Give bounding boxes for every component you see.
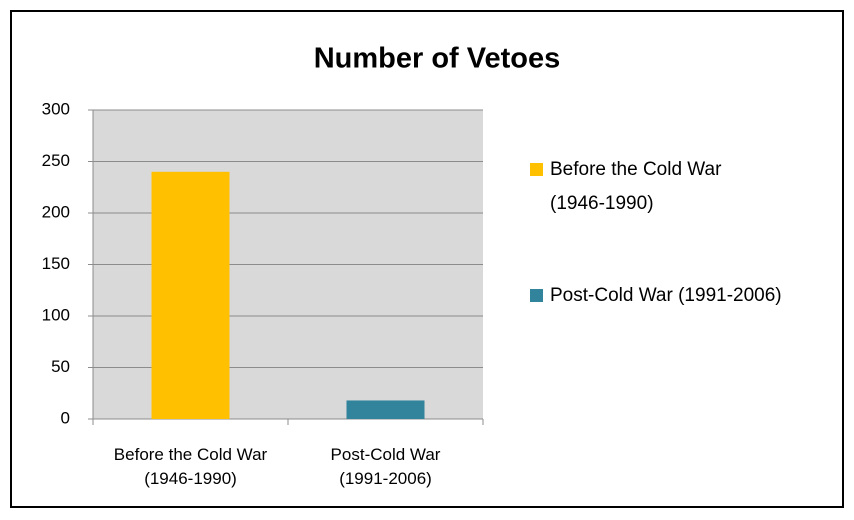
y-tick-label: 150 [42, 254, 70, 273]
legend-label: Post-Cold War (1991-2006) [550, 285, 782, 306]
legend-label: Before the Cold War (1946-1990) [550, 159, 722, 214]
legend-swatch [530, 289, 543, 302]
x-tick-label: Post-Cold War (1991-2006) [331, 445, 441, 488]
y-tick-label: 250 [42, 151, 70, 170]
y-tick-label: 200 [42, 202, 70, 221]
y-tick-label: 0 [61, 408, 70, 427]
chart-title: Number of Vetoes [314, 43, 561, 75]
bar [346, 400, 425, 419]
y-tick-label: 300 [42, 99, 70, 118]
x-tick-label: Before the Cold War (1946-1990) [114, 445, 268, 488]
y-tick-label: 50 [51, 357, 70, 376]
legend-swatch [530, 163, 543, 176]
bar [151, 171, 230, 419]
y-tick-label: 100 [42, 305, 70, 324]
